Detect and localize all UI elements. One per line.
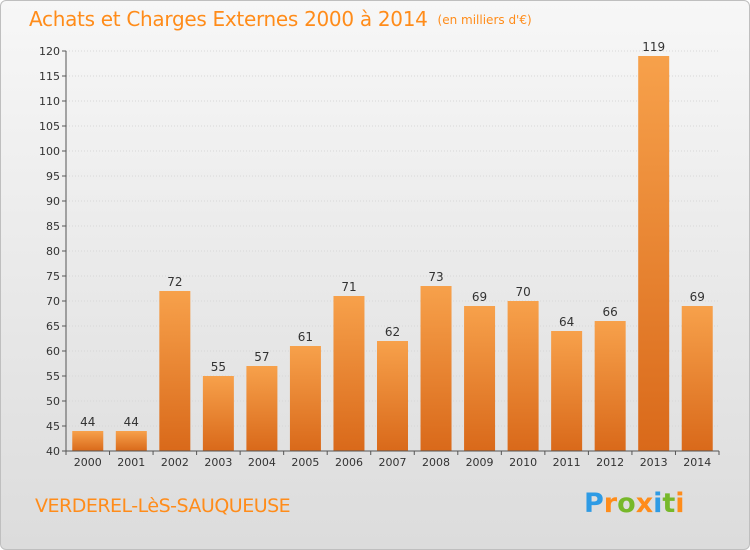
x-tick-label-2001: 2001	[117, 456, 145, 469]
logo-letter: x	[635, 488, 654, 519]
value-label-2011: 64	[559, 315, 574, 329]
y-tick-label: 105	[39, 120, 60, 133]
bar-2010	[507, 301, 539, 451]
x-tick-label-2010: 2010	[509, 456, 537, 469]
x-tick-label-2003: 2003	[204, 456, 232, 469]
x-axis-ticks: 2000 2001 2002 2003 2004 2005 2006 2007 2008 2009…	[65, 451, 720, 469]
x-tick-label-2000: 2000	[74, 456, 102, 469]
value-label-2009: 69	[472, 290, 487, 304]
x-tick-label-2008: 2008	[422, 456, 450, 469]
y-tick-label: 85	[46, 220, 60, 233]
y-tick-label: 75	[46, 270, 60, 283]
y-tick-label: 90	[46, 195, 60, 208]
x-tick-label-2014: 2014	[683, 456, 711, 469]
chart-title-text: Achats et Charges Externes 2000 à 2014	[29, 7, 428, 31]
y-tick-label: 65	[46, 320, 60, 333]
logo-letter: P	[584, 488, 604, 519]
value-label-2005: 61	[298, 330, 313, 344]
logo-letter: i	[675, 488, 685, 519]
value-label-2002: 72	[167, 275, 182, 289]
value-label-2006: 71	[341, 280, 356, 294]
y-tick-label: 70	[46, 295, 60, 308]
bar-2009	[464, 306, 496, 451]
bars	[72, 56, 713, 451]
bar-2014	[681, 306, 713, 451]
logo-letter: r	[603, 488, 618, 519]
bar-2008	[420, 286, 452, 451]
value-label-2014: 69	[690, 290, 705, 304]
chart-title: Achats et Charges Externes 2000 à 2014 (e…	[29, 7, 532, 31]
y-tick-label: 100	[39, 145, 60, 158]
bar-2004	[246, 366, 278, 451]
value-label-2013: 119	[642, 40, 665, 54]
y-tick-label: 95	[46, 170, 60, 183]
bar-2007	[377, 341, 408, 451]
y-axis-ticks: 40 45 50 55 60 65 70 75 80 85 90 95 100 105 110 115 120	[39, 45, 66, 458]
x-tick-label-2011: 2011	[553, 456, 581, 469]
x-tick-label-2005: 2005	[291, 456, 319, 469]
bar-2000	[72, 431, 104, 451]
bar-2003	[202, 376, 234, 451]
value-label-2000: 44	[80, 415, 95, 429]
y-tick-label: 55	[46, 370, 60, 383]
value-label-2012: 66	[603, 305, 618, 319]
bar-2005	[289, 346, 321, 451]
value-label-2007: 62	[385, 325, 400, 339]
y-tick-label: 120	[39, 45, 60, 58]
x-tick-label-2006: 2006	[335, 456, 363, 469]
y-tick-label: 110	[39, 95, 60, 108]
x-tick-label-2004: 2004	[248, 456, 276, 469]
value-label-2003: 55	[211, 360, 226, 374]
x-tick-label-2012: 2012	[596, 456, 624, 469]
bar-2013	[638, 56, 670, 451]
x-tick-label-2013: 2013	[640, 456, 668, 469]
proxiti-logo: Proxiti	[584, 488, 685, 519]
y-tick-label: 80	[46, 245, 60, 258]
bar-2001	[115, 431, 147, 451]
commune-name: VERDEREL-LèS-SAUQUEUSE	[35, 495, 291, 517]
logo-letter: i	[653, 488, 663, 519]
y-tick-label: 60	[46, 345, 60, 358]
value-label-2004: 57	[254, 350, 269, 364]
value-label-2010: 70	[515, 285, 530, 299]
bar-2012	[594, 321, 626, 451]
x-tick-label-2002: 2002	[161, 456, 189, 469]
bar-2006	[333, 296, 365, 451]
chart-unit-note: (en milliers d'€)	[437, 13, 532, 27]
value-label-2008: 73	[428, 270, 443, 284]
x-tick-label-2009: 2009	[466, 456, 494, 469]
axes	[65, 51, 719, 452]
logo-letter: t	[662, 488, 676, 519]
bar-2011	[551, 331, 583, 451]
y-tick-label: 45	[46, 420, 60, 433]
x-tick-label-2007: 2007	[379, 456, 407, 469]
y-tick-label: 40	[46, 445, 60, 458]
value-labels: 44 44 72 55 57 61 71 62 73 69 70 64 66 119 69	[80, 40, 705, 429]
y-tick-label: 115	[39, 70, 60, 83]
value-label-2001: 44	[124, 415, 139, 429]
logo-letter: o	[617, 488, 636, 519]
bar-2002	[159, 291, 191, 451]
y-tick-label: 50	[46, 395, 60, 408]
